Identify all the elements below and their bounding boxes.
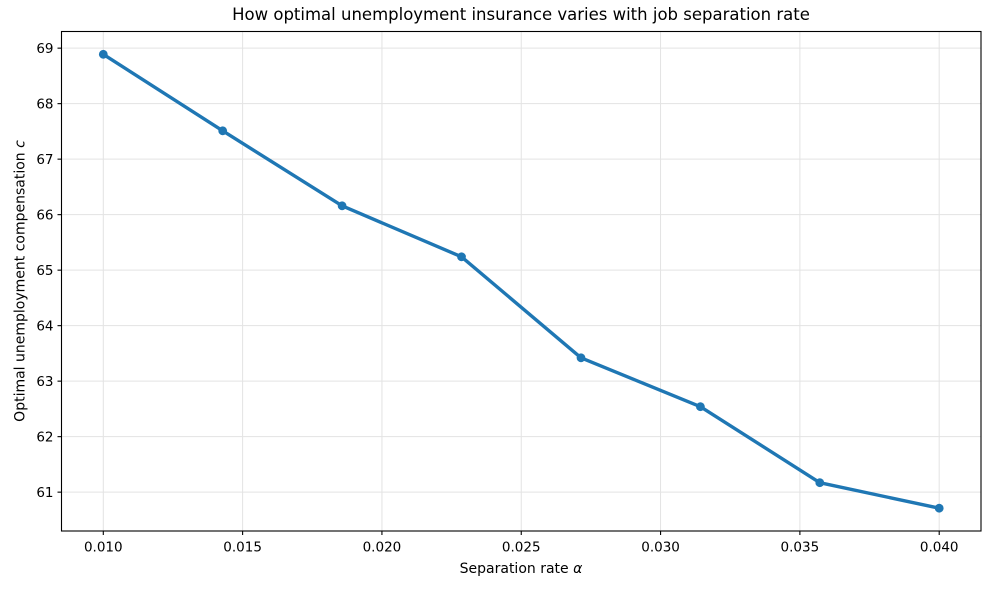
y-tick-label: 62 (36, 429, 53, 445)
y-tick-label: 69 (36, 41, 53, 57)
data-point-marker (218, 126, 228, 136)
data-point-marker (696, 402, 705, 412)
chart-title: How optimal unemployment insurance varie… (232, 5, 810, 24)
data-point-marker (934, 503, 944, 513)
x-tick-label: 0.020 (363, 540, 402, 556)
y-tick-label: 66 (36, 207, 53, 223)
x-axis-label-symbol: α (573, 561, 583, 577)
y-tick-label: 67 (36, 152, 53, 168)
x-tick-label: 0.010 (84, 540, 123, 556)
plot-area: 0.010 0.015 0.020 0.025 0.030 0.035 0.040 61 62 6… (36, 30, 982, 556)
y-tick-label: 65 (36, 263, 53, 279)
x-axis-label: Separation rate α (460, 561, 583, 577)
data-point-marker (576, 353, 586, 363)
y-axis-label-symbol: c (13, 140, 29, 148)
series-line (101, 52, 941, 510)
y-tick-label: 68 (36, 96, 53, 112)
x-tick-label: 0.040 (920, 540, 959, 556)
y-tick-label: 63 (36, 374, 53, 390)
x-tick-label: 0.015 (223, 540, 262, 556)
data-point-marker (815, 478, 825, 488)
x-axis-label-text: Separation rate (460, 561, 573, 577)
data-point-marker (98, 49, 108, 59)
x-tick-label: 0.035 (781, 540, 820, 556)
axes-ticks: 0.010 0.015 0.020 0.025 0.030 0.035 0.040 61 62 6… (36, 41, 958, 556)
y-tick-label: 61 (36, 485, 53, 501)
data-point-marker (457, 252, 466, 262)
y-axis-label: Optimal unemployment compensation c (13, 140, 29, 422)
y-tick-label: 64 (36, 318, 53, 334)
grid (61, 31, 981, 531)
data-point-marker (337, 201, 347, 211)
y-axis-label-text: Optimal unemployment compensation (13, 148, 29, 422)
x-tick-label: 0.025 (502, 540, 541, 556)
x-tick-label: 0.030 (641, 540, 680, 556)
